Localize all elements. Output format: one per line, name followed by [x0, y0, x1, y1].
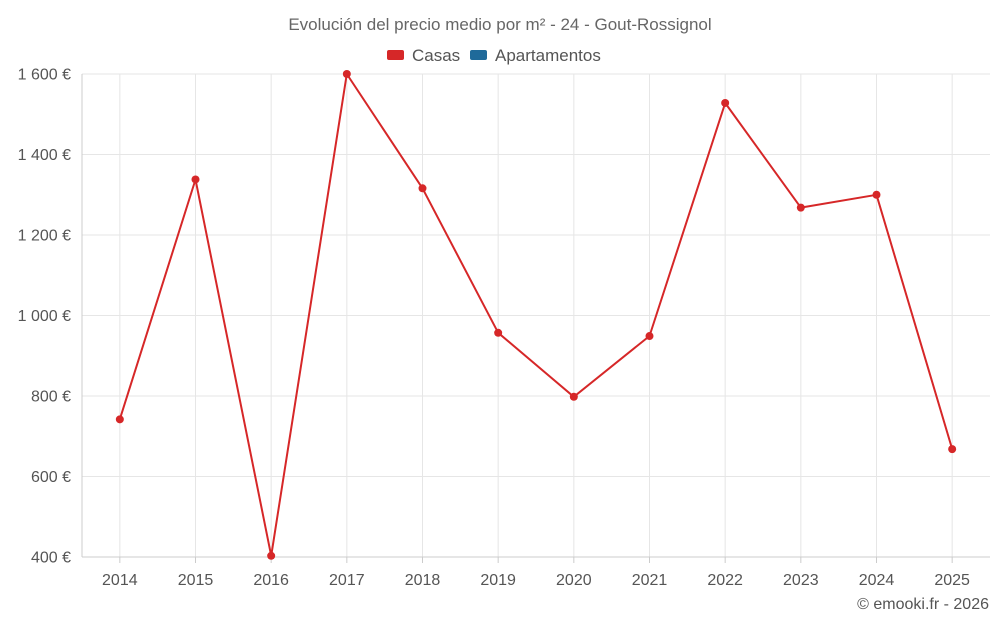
data-point-casas-2019[interactable] [494, 328, 503, 337]
data-point-casas-2025[interactable] [948, 445, 957, 454]
x-tick-label: 2019 [480, 572, 516, 589]
y-tick-label: 1 200 € [18, 228, 71, 245]
legend-swatch-apartamentos [470, 50, 487, 60]
legend-item-casas[interactable]: Casas [387, 46, 460, 65]
data-point-casas-2017[interactable] [342, 70, 351, 78]
data-point-casas-2016[interactable] [267, 551, 276, 560]
chart-title: Evolución del precio medio por m² - 24 -… [288, 15, 711, 34]
legend-label-apartamentos: Apartamentos [495, 46, 601, 65]
data-point-casas-2018[interactable] [418, 184, 427, 193]
y-tick-label: 600 € [31, 469, 71, 486]
data-point-casas-2020[interactable] [569, 392, 578, 401]
x-tick-label: 2015 [178, 572, 214, 589]
x-tick-label: 2024 [859, 572, 895, 589]
legend-label-casas: Casas [412, 46, 460, 65]
data-point-casas-2015[interactable] [191, 175, 200, 184]
x-tick-label: 2020 [556, 572, 592, 589]
series-casas [115, 70, 957, 560]
x-tick-label: 2025 [934, 572, 970, 589]
grid [82, 73, 990, 557]
y-tick-label: 400 € [31, 550, 71, 567]
y-tick-label: 800 € [31, 389, 71, 406]
series-line-casas [118, 73, 954, 557]
data-point-casas-2014[interactable] [115, 415, 124, 424]
y-tick-label: 1 600 € [18, 67, 71, 84]
credit-text: © emooki.fr - 2026 [857, 596, 989, 613]
y-tick-label: 1 400 € [18, 147, 71, 164]
x-tick-label: 2023 [783, 572, 819, 589]
x-tick-label: 2016 [253, 572, 289, 589]
legend-item-apartamentos[interactable]: Apartamentos [470, 46, 601, 65]
x-tick-label: 2021 [632, 572, 668, 589]
data-point-casas-2021[interactable] [645, 332, 654, 341]
legend: Casas Apartamentos [387, 46, 601, 65]
data-point-casas-2023[interactable] [796, 203, 805, 212]
x-tick-label: 2022 [707, 572, 743, 589]
axes: 400 € 600 € 800 € 1 000 € 1 200 € 1 400 € 1 60… [18, 67, 990, 589]
x-tick-label: 2018 [405, 572, 441, 589]
data-point-casas-2022[interactable] [721, 98, 730, 107]
x-tick-label: 2014 [102, 572, 138, 589]
legend-swatch-casas [387, 50, 404, 60]
x-tick-label: 2017 [329, 572, 365, 589]
data-point-casas-2024[interactable] [872, 190, 881, 199]
y-tick-label: 1 000 € [18, 308, 71, 325]
